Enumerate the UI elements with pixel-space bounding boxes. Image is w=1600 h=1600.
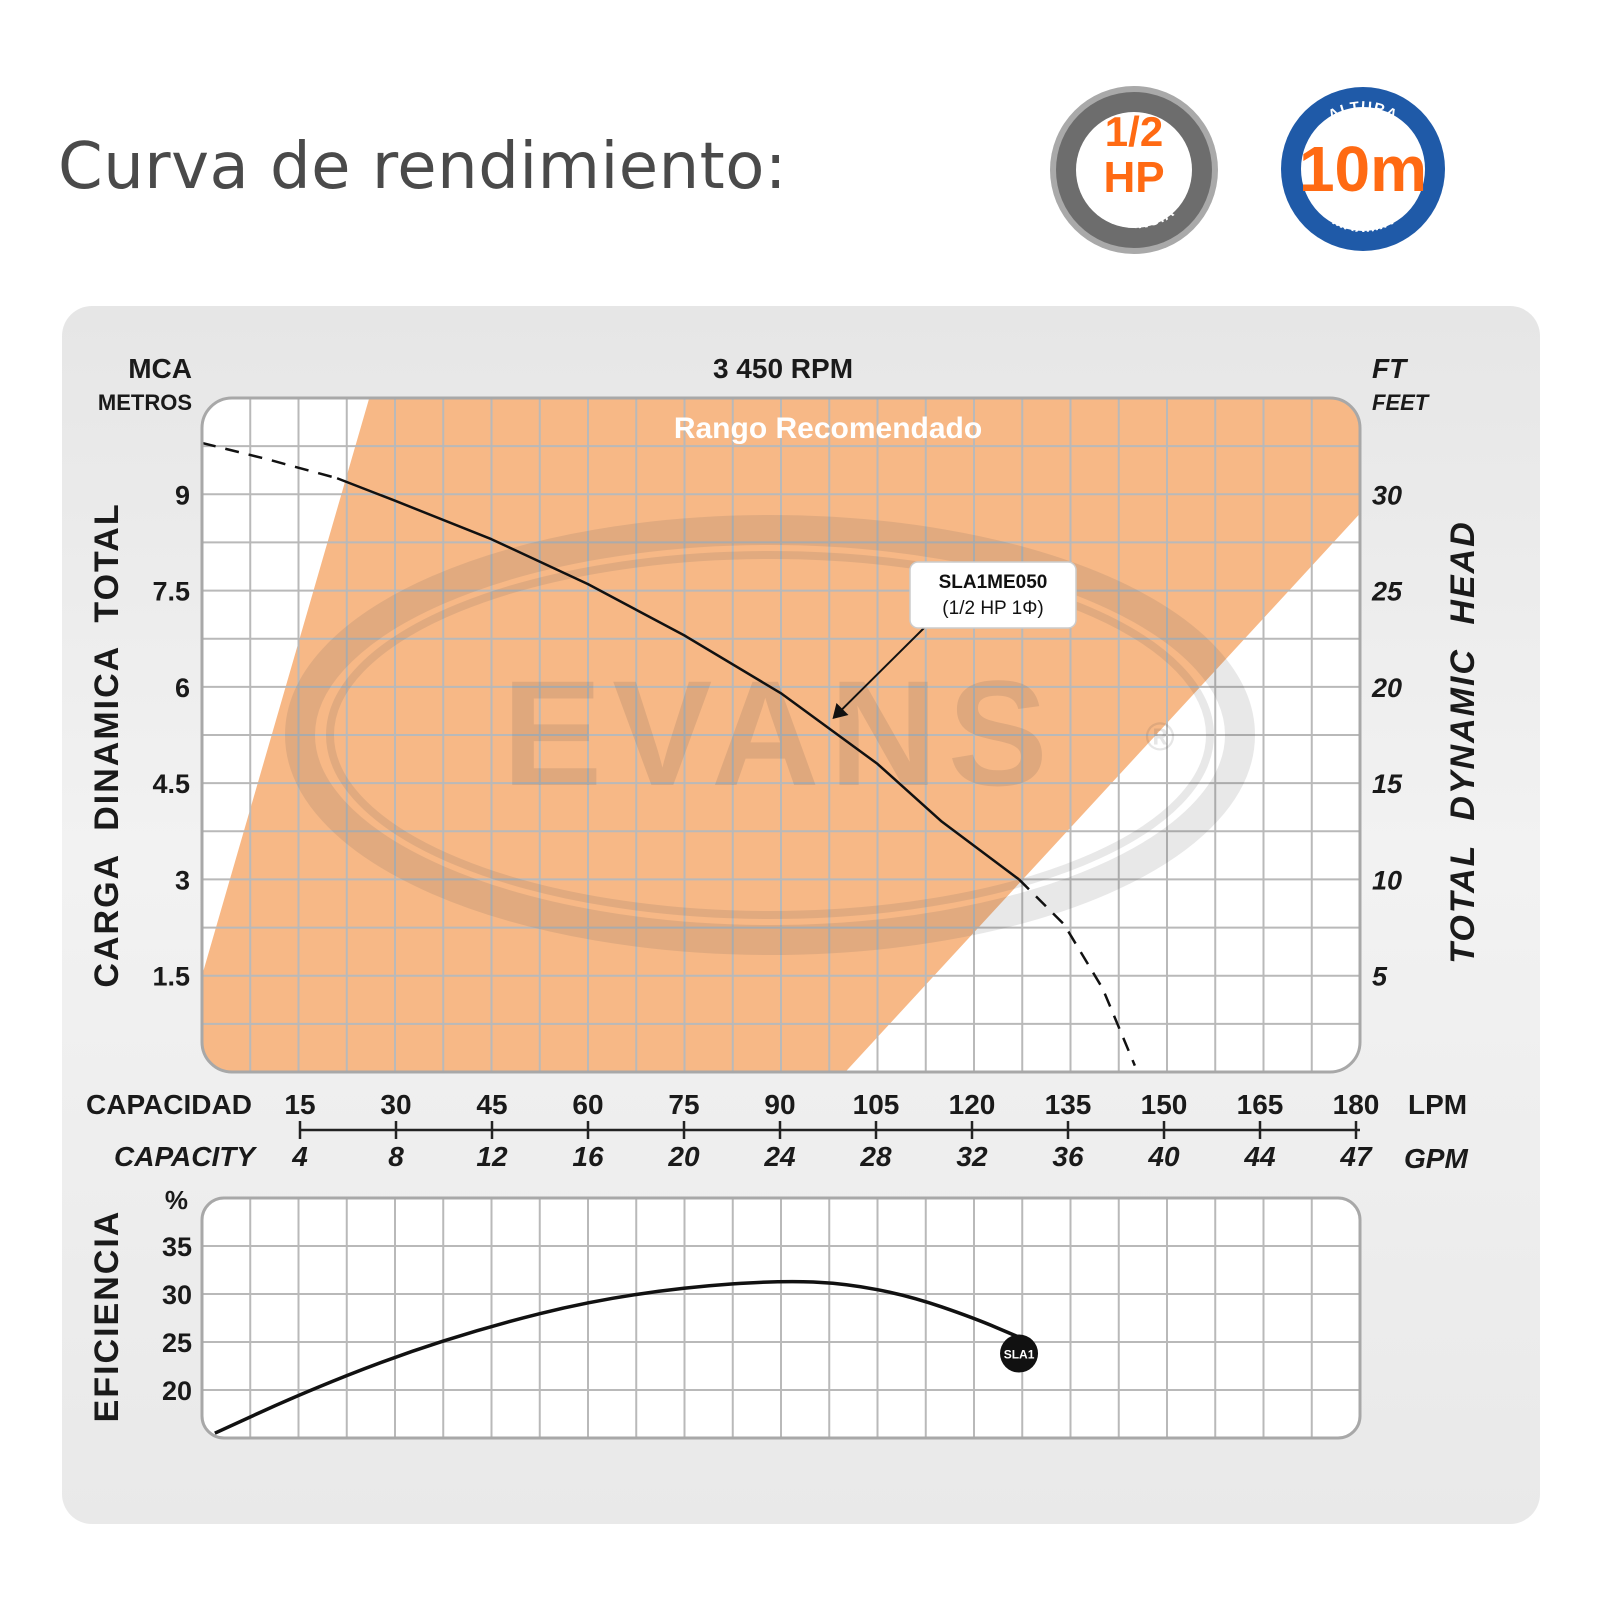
- x-secondary-tick: 44: [1243, 1141, 1276, 1172]
- annotation-leader-line: [839, 627, 925, 712]
- annotation-model: SLA1ME050: [939, 572, 1048, 593]
- axis-layer: 3 450 RPM MCA METROS FT FEET 1.5 3 4.5 6 7.5 9 5 10 1…: [86, 353, 1482, 1422]
- eff-axis-tick: 20: [162, 1376, 192, 1406]
- right-unit-bottom: FEET: [1372, 390, 1430, 415]
- left-unit-top: MCA: [128, 353, 192, 384]
- x-primary-tick: 180: [1333, 1089, 1380, 1120]
- x-primary-tick: 120: [949, 1089, 996, 1120]
- right-axis-title: TOTAL DYNAMIC HEAD: [1444, 520, 1482, 963]
- x-primary-tick: 45: [476, 1089, 507, 1120]
- eff-unit: %: [165, 1185, 188, 1215]
- eff-axis-title: EFICIENCIA: [88, 1210, 126, 1423]
- power-badge: 1/2 HP POTENCIA: [1050, 86, 1218, 254]
- eff-axis-tick: 25: [162, 1328, 192, 1358]
- x-primary-tick: 135: [1045, 1089, 1092, 1120]
- x-secondary-label: CAPACITY: [114, 1141, 257, 1172]
- x-secondary-unit: GPM: [1404, 1143, 1468, 1174]
- x-secondary-tick: 32: [956, 1141, 988, 1172]
- max-height-badge: ALTURA 10m MÁXIMA: [1281, 87, 1445, 251]
- x-primary-tick: 15: [284, 1089, 315, 1120]
- right-axis-tick: 10: [1372, 865, 1402, 895]
- watermark-ellipse-inner: [326, 551, 1214, 919]
- right-axis-tick: 30: [1372, 480, 1402, 510]
- left-axis-tick: 3: [175, 865, 190, 895]
- x-primary-tick: 165: [1237, 1089, 1284, 1120]
- eff-grid: [202, 1198, 1360, 1438]
- x-secondary-tick: 4: [291, 1141, 308, 1172]
- head-curve-sla1me050: [336, 477, 1020, 881]
- left-axis-tick: 9: [175, 480, 190, 510]
- head-curve-dashed-high-flow: [1018, 878, 1136, 1067]
- right-axis-tick: 20: [1371, 673, 1402, 703]
- watermark-text: EVANS: [502, 649, 1058, 817]
- right-axis-tick: 25: [1371, 577, 1403, 607]
- power-badge-value: 1/2: [1105, 108, 1163, 155]
- x-primary-tick: 90: [764, 1089, 795, 1120]
- annotation-arrowhead: [832, 702, 849, 719]
- right-unit-top: FT: [1372, 353, 1409, 384]
- x-secondary-tick: 20: [667, 1141, 700, 1172]
- eff-plot-border: [200, 1196, 1362, 1440]
- x-secondary-tick: 8: [388, 1141, 404, 1172]
- chart-title-rpm: 3 450 RPM: [713, 353, 853, 384]
- annotation-spec: (1/2 HP 1Φ): [942, 598, 1043, 619]
- efficiency-marker-label: SLA1: [1004, 1348, 1035, 1362]
- x-secondary-tick: 12: [476, 1141, 508, 1172]
- head-plot-border: [200, 396, 1362, 1074]
- x-secondary-tick: 24: [763, 1141, 796, 1172]
- efficiency-plot-area: SLA1: [200, 1196, 1362, 1440]
- efficiency-curve-sla1: [214, 1279, 1020, 1435]
- series-annotation: SLA1ME050 (1/2 HP 1Φ): [832, 561, 1077, 719]
- x-secondary-tick: 16: [572, 1141, 604, 1172]
- head-grid: [202, 398, 1360, 1072]
- left-axis-tick: 7.5: [152, 577, 190, 607]
- x-secondary-tick: 36: [1052, 1141, 1084, 1172]
- recommended-range-label: Rango Recomendado: [674, 412, 982, 445]
- head-plot-area: EVANS ® Rango Recomendado SLA1ME050 (1/2 HP …: [200, 396, 1362, 1074]
- left-unit-bottom: METROS: [98, 390, 192, 415]
- x-primary-tick: 105: [853, 1089, 900, 1120]
- left-axis-title: CARGA DINAMICA TOTAL: [88, 502, 126, 987]
- watermark-registered-mark: ®: [1145, 715, 1174, 759]
- height-badge-value: 10m: [1299, 133, 1427, 205]
- watermark-ellipse-outer: [285, 515, 1255, 955]
- eff-axis-tick: 30: [162, 1280, 192, 1310]
- x-primary-tick: 30: [380, 1089, 411, 1120]
- x-secondary-tick: 40: [1147, 1141, 1180, 1172]
- x-primary-unit: LPM: [1408, 1089, 1467, 1120]
- efficiency-end-marker: [1000, 1334, 1039, 1373]
- annotation-box: [909, 561, 1077, 629]
- page-title: Curva de rendimiento:: [58, 130, 787, 204]
- left-axis-tick: 4.5: [152, 769, 190, 799]
- x-primary-label: CAPACIDAD: [86, 1089, 252, 1120]
- right-axis-tick: 15: [1372, 769, 1403, 799]
- x-primary-tick: 60: [572, 1089, 603, 1120]
- power-badge-unit: HP: [1103, 153, 1164, 202]
- evans-watermark: EVANS ®: [285, 515, 1255, 955]
- x-primary-tick: 150: [1141, 1089, 1188, 1120]
- left-axis-tick: 6: [175, 673, 190, 703]
- x-secondary-tick: 28: [859, 1141, 892, 1172]
- x-primary-tick: 75: [668, 1089, 699, 1120]
- eff-plot-inner: [202, 1198, 1360, 1438]
- right-axis-tick: 5: [1372, 962, 1388, 992]
- eff-axis-tick: 35: [162, 1232, 192, 1262]
- x-secondary-tick: 47: [1339, 1141, 1373, 1172]
- left-axis-tick: 1.5: [152, 962, 190, 992]
